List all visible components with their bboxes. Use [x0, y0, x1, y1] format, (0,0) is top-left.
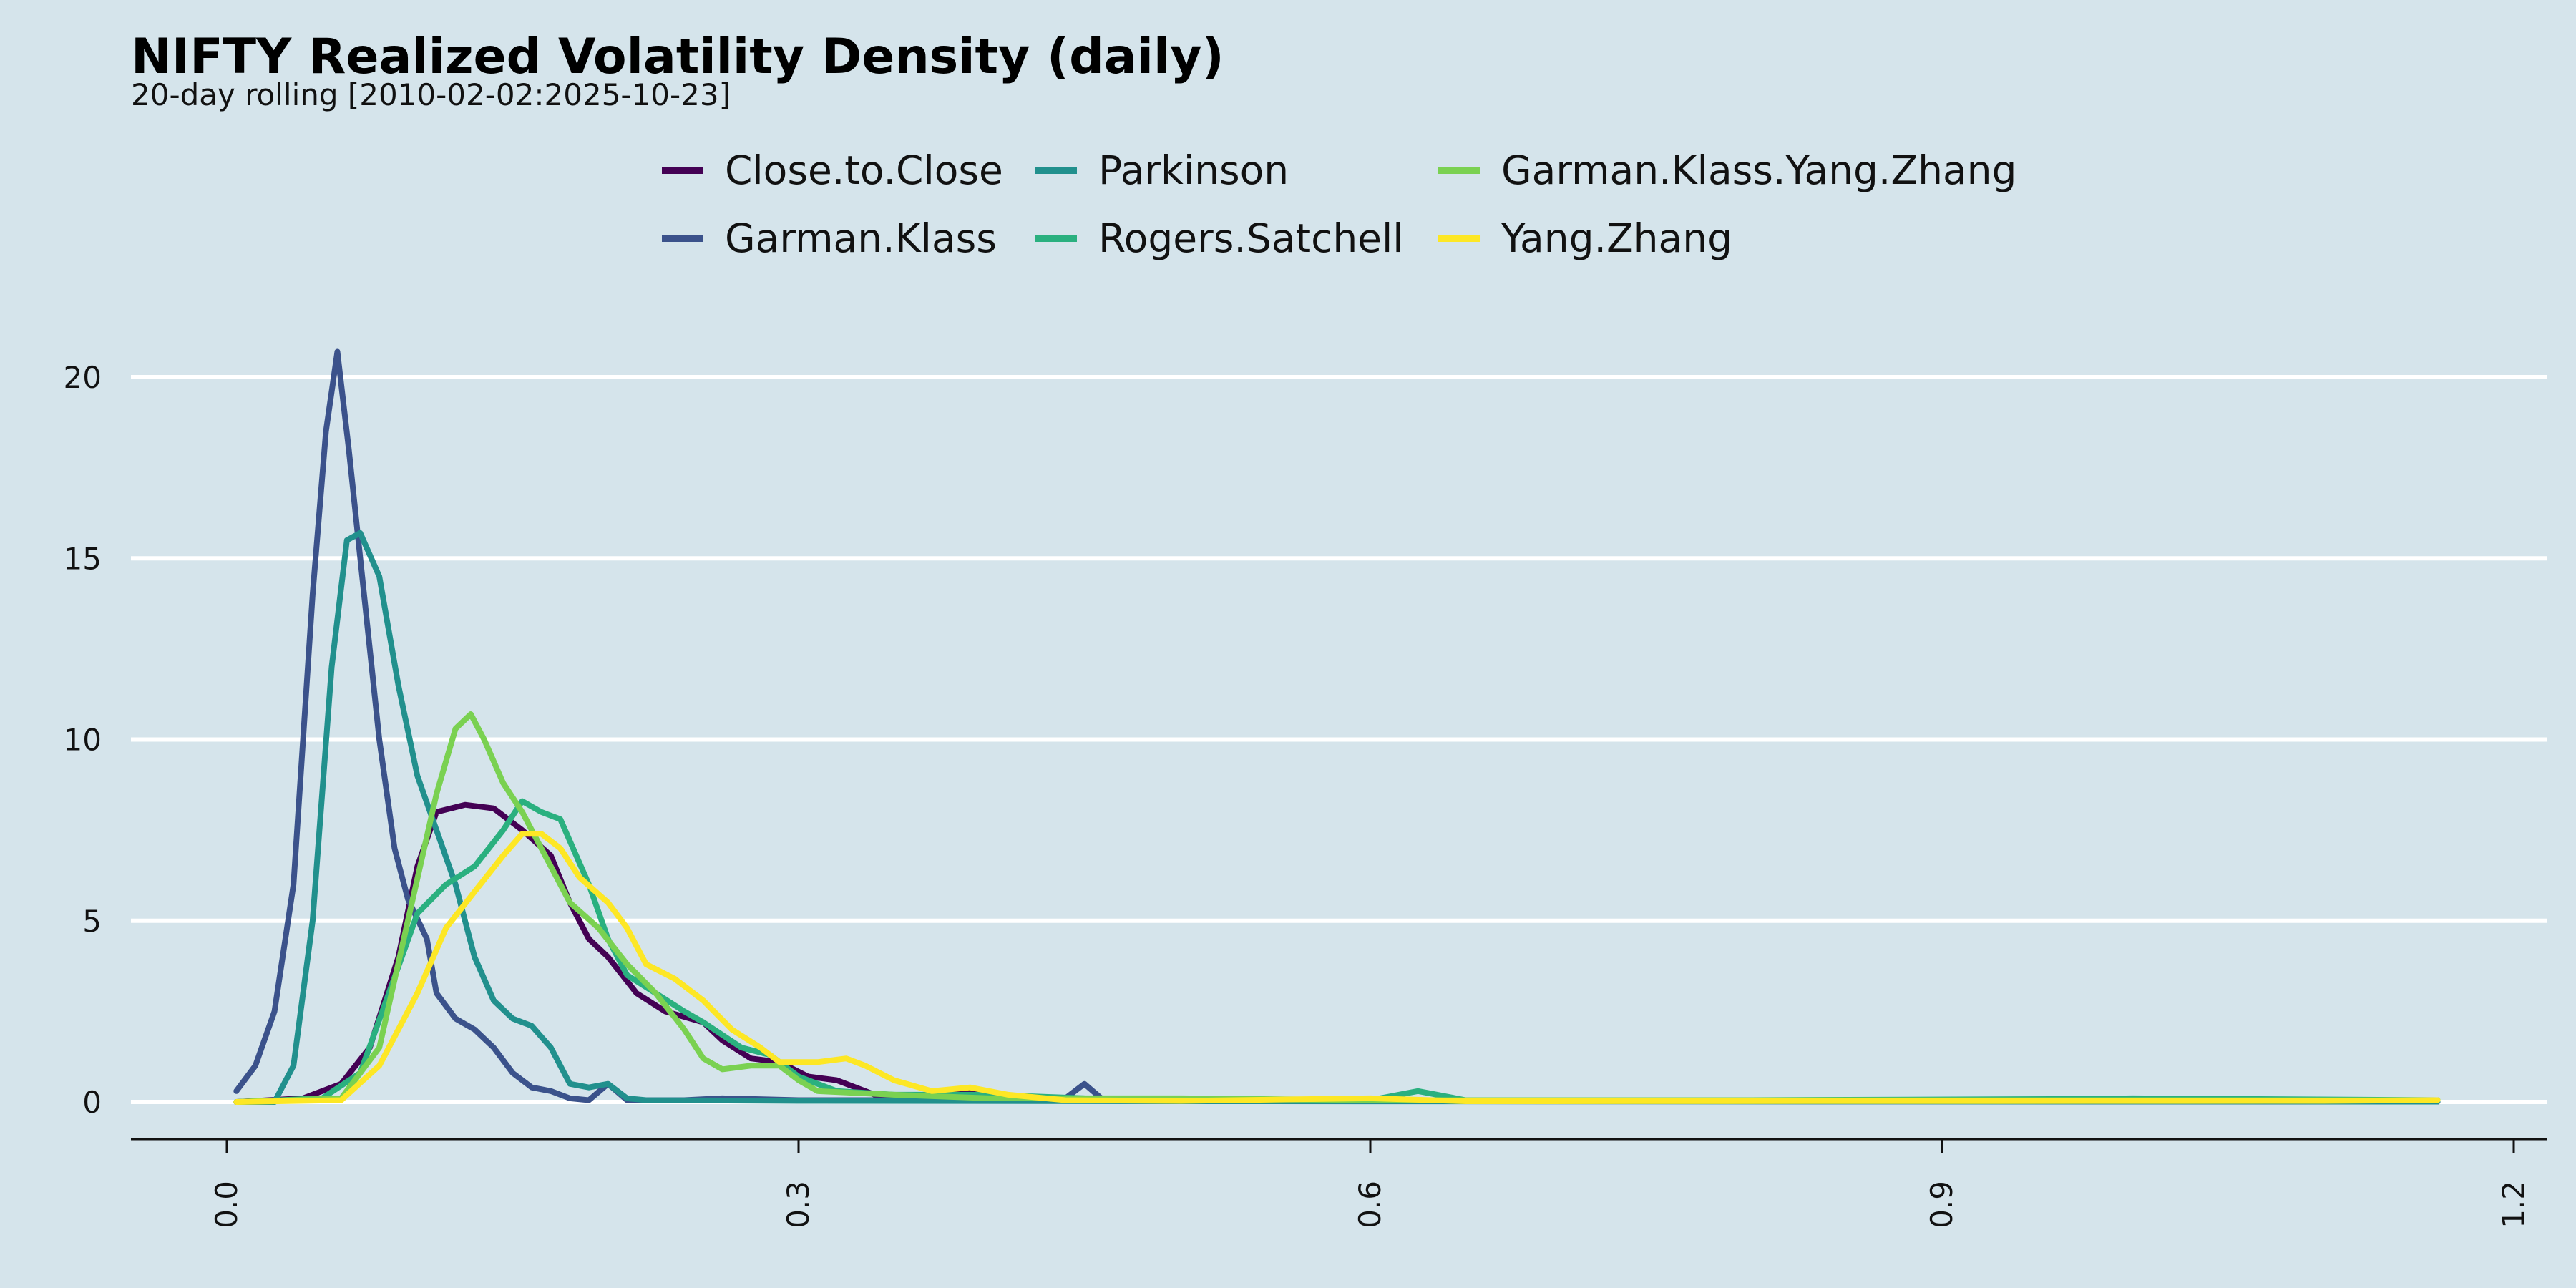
series-line-rogers-satchell: [233, 798, 2441, 1105]
x-tick-label: 0.3: [781, 1181, 816, 1229]
legend-label: Garman.Klass.Yang.Zhang: [1501, 147, 2016, 193]
series-line-garman-klass-yang-zhang: [233, 711, 2441, 1105]
legend-label: Yang.Zhang: [1501, 215, 1732, 261]
chart-subtitle: 20-day rolling [2010-02-02:2025-10-23]: [131, 77, 731, 112]
x-tick-label: 1.2: [2496, 1181, 2531, 1229]
legend-label: Close.to.Close: [725, 147, 1003, 193]
y-tick-label: 0: [82, 1085, 102, 1120]
y-tick-label: 20: [64, 360, 102, 395]
x-tick-label: 0.6: [1352, 1181, 1387, 1229]
series-line-close-to-close: [233, 801, 2441, 1105]
legend-label: Rogers.Satchell: [1098, 215, 1404, 261]
chart-title: NIFTY Realized Volatility Density (daily…: [131, 29, 1224, 85]
x-tick-label: 0.0: [209, 1181, 244, 1229]
y-tick-label: 15: [64, 541, 102, 576]
y-tick-label: 10: [64, 723, 102, 758]
legend-label: Garman.Klass: [725, 215, 997, 261]
series-line-garman-klass: [233, 348, 2441, 1105]
y-tick-label: 5: [82, 904, 102, 939]
series-line-yang-zhang: [233, 831, 2441, 1105]
series-line-parkinson: [233, 530, 2441, 1105]
x-tick-label: 0.9: [1924, 1181, 1959, 1229]
legend-label: Parkinson: [1098, 147, 1289, 193]
